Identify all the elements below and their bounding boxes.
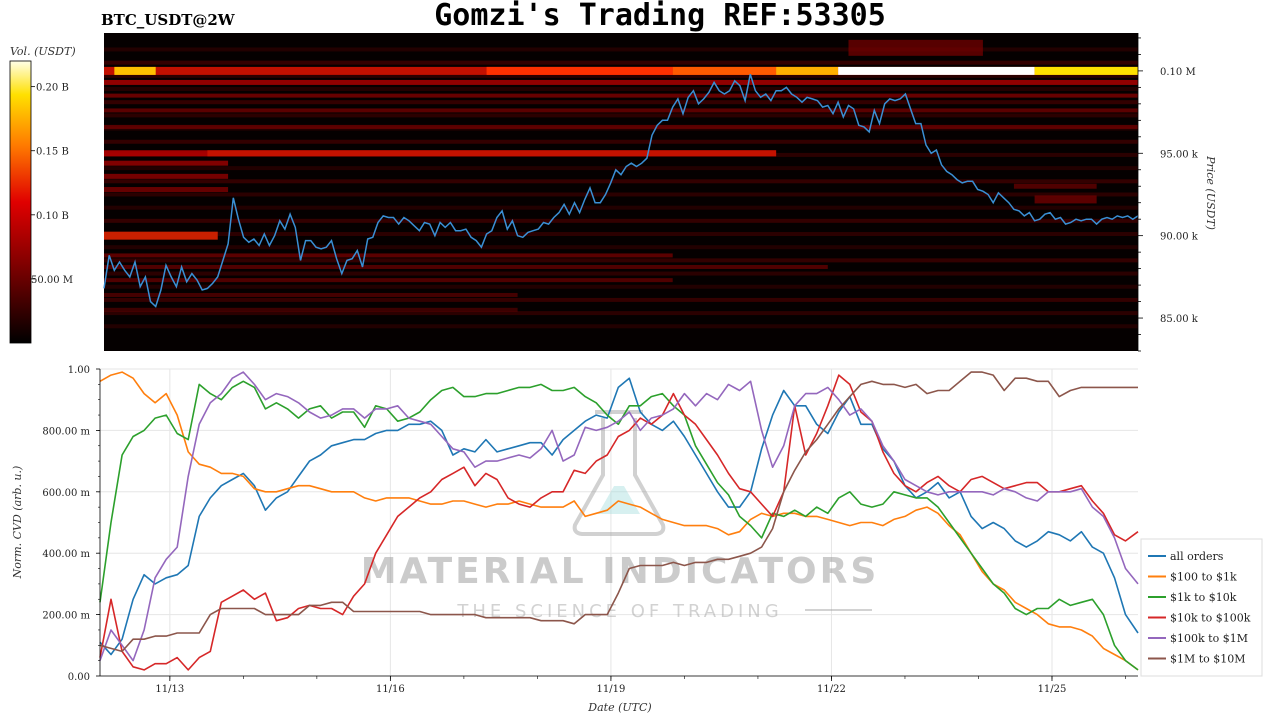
heatmap-band xyxy=(104,258,1138,263)
heatmap-band xyxy=(104,108,1138,113)
cvd-x-axis-label: Date (UTC) xyxy=(587,701,651,714)
cvd-x-tick-label: 11/22 xyxy=(817,684,846,695)
heatmap-band xyxy=(1013,183,1097,189)
heatmap-band xyxy=(104,231,218,240)
colorbar-gradient xyxy=(9,60,32,344)
heatmap-band xyxy=(104,124,1138,129)
heatmap-bands xyxy=(104,39,1138,329)
flask-icon xyxy=(572,410,666,536)
series-line-s1m_10m xyxy=(99,371,1138,653)
symbol-label: BTC_USDT@2W xyxy=(101,11,236,29)
price-tick-label: 85.00 k xyxy=(1160,314,1199,325)
heatmap-band xyxy=(104,113,1138,118)
legend-label: $1k to $10k xyxy=(1170,591,1237,604)
cvd-legend: all orders $100 to $1k $1k to $10k $10k to … xyxy=(1140,538,1263,677)
heatmap-band xyxy=(486,66,673,75)
heatmap-band xyxy=(104,271,1138,276)
watermark-tagline: THE SCIENCE OF TRADING xyxy=(456,601,782,622)
heatmap-band xyxy=(104,264,828,269)
heatmap-band xyxy=(104,79,1138,85)
legend-label: $100k to $1M xyxy=(1170,632,1248,645)
cvd-y-tick-label: 800.00 m xyxy=(42,426,90,437)
cvd-lines xyxy=(99,371,1139,671)
heatmap-panel: 0.10 M 95.00 k 90.00 k 85.00 k Price (USDT) xyxy=(103,33,1217,352)
series-line-s10k_100k xyxy=(99,374,1139,671)
heatmap-band xyxy=(104,179,1138,184)
heatmap-band xyxy=(848,39,983,56)
colorbar-label: Vol. (USDT) xyxy=(10,45,76,58)
cvd-y-tick-label: 0.00 xyxy=(68,672,90,683)
legend-label: all orders xyxy=(1170,550,1224,563)
cvd-axes: 0.00 200.00 m 400.00 m 600.00 m 800.00 m 1.00… xyxy=(42,365,1138,695)
heatmap-band xyxy=(104,245,1138,250)
price-line xyxy=(103,73,1139,308)
chart-title: Gomzi's Trading REF:53305 xyxy=(434,0,886,33)
heatmap-band xyxy=(1034,66,1138,75)
watermark-brand: MATERIAL INDICATORS xyxy=(361,551,880,592)
heatmap-band xyxy=(104,218,1138,223)
colorbar-tick-label: 50.00 M xyxy=(31,275,73,286)
legend-label: $10k to $100k xyxy=(1170,612,1251,625)
cvd-y-tick-label: 400.00 m xyxy=(42,549,90,560)
heatmap-band xyxy=(104,307,518,312)
heatmap-band xyxy=(104,173,229,179)
cvd-y-tick-label: 1.00 xyxy=(68,365,90,376)
heatmap-band xyxy=(104,297,1138,302)
heatmap-band xyxy=(104,160,229,166)
heatmap-band xyxy=(838,66,1035,75)
heatmap-band xyxy=(104,253,673,258)
heatmap-band xyxy=(104,100,1138,105)
heatmap-band xyxy=(104,93,1138,98)
heatmap-band xyxy=(104,292,518,297)
price-axis-label: Price (USDT) xyxy=(1204,155,1217,230)
cvd-y-tick-label: 600.00 m xyxy=(42,488,90,499)
volume-colorbar: Vol. (USDT) 0.20 B 0.15 B 0.10 B 50.00 M xyxy=(9,45,76,344)
cvd-y-axis-label: Norm. CVD (arb. u.) xyxy=(11,466,24,580)
price-axis: 0.10 M 95.00 k 90.00 k 85.00 k xyxy=(1137,33,1199,352)
series-line-s100k_1m xyxy=(99,371,1139,662)
heatmap-band xyxy=(104,192,1138,197)
heatmap-band xyxy=(104,187,229,193)
series-line-s1k_10k xyxy=(99,380,1139,671)
heatmap-band xyxy=(207,150,777,157)
heatmap-band xyxy=(104,166,1138,171)
cvd-y-tick-label: 200.00 m xyxy=(42,611,90,622)
heatmap-band xyxy=(104,73,1138,78)
heatmap-band xyxy=(776,66,839,75)
heatmap-band xyxy=(104,47,1138,52)
colorbar-tick-label: 0.20 B xyxy=(36,83,69,94)
heatmap-band xyxy=(104,324,1138,329)
heatmap-band xyxy=(672,66,777,75)
heatmap-band xyxy=(104,139,1138,144)
heatmap-band xyxy=(1034,195,1097,204)
cvd-x-tick-label: 11/13 xyxy=(155,684,184,695)
heatmap-band xyxy=(104,232,1138,237)
legend-box xyxy=(1140,538,1263,677)
cvd-plot-area xyxy=(100,369,1138,676)
heatmap-band xyxy=(104,87,1138,92)
series-line-all_orders xyxy=(99,377,1139,656)
price-tick-label: 95.00 k xyxy=(1160,149,1199,160)
cvd-x-tick-label: 11/25 xyxy=(1038,684,1067,695)
material-indicators-watermark: MATERIAL INDICATORS THE SCIENCE OF TRADI… xyxy=(361,410,880,622)
heatmap-band xyxy=(104,278,673,283)
cvd-x-tick-label: 11/19 xyxy=(596,684,625,695)
price-tick-label: 90.00 k xyxy=(1160,232,1199,243)
legend-label: $100 to $1k xyxy=(1170,571,1237,584)
cvd-panel: MATERIAL INDICATORS THE SCIENCE OF TRADI… xyxy=(11,365,1263,714)
heatmap-band xyxy=(104,284,1138,289)
colorbar-tick-label: 0.15 B xyxy=(36,147,69,158)
heatmap-band xyxy=(114,66,156,75)
colorbar-ticks: 0.20 B 0.15 B 0.10 B 50.00 M xyxy=(31,83,73,286)
series-line-s100_1k xyxy=(99,371,1139,671)
colorbar-tick-label: 0.10 B xyxy=(36,211,69,222)
heatmap-band xyxy=(104,205,1138,210)
legend-label: $1M to $10M xyxy=(1170,653,1246,666)
cvd-x-tick-label: 11/16 xyxy=(376,684,405,695)
heatmap-band xyxy=(104,311,1138,316)
price-tick-label: 0.10 M xyxy=(1160,67,1196,78)
heatmap-band xyxy=(104,60,1138,65)
